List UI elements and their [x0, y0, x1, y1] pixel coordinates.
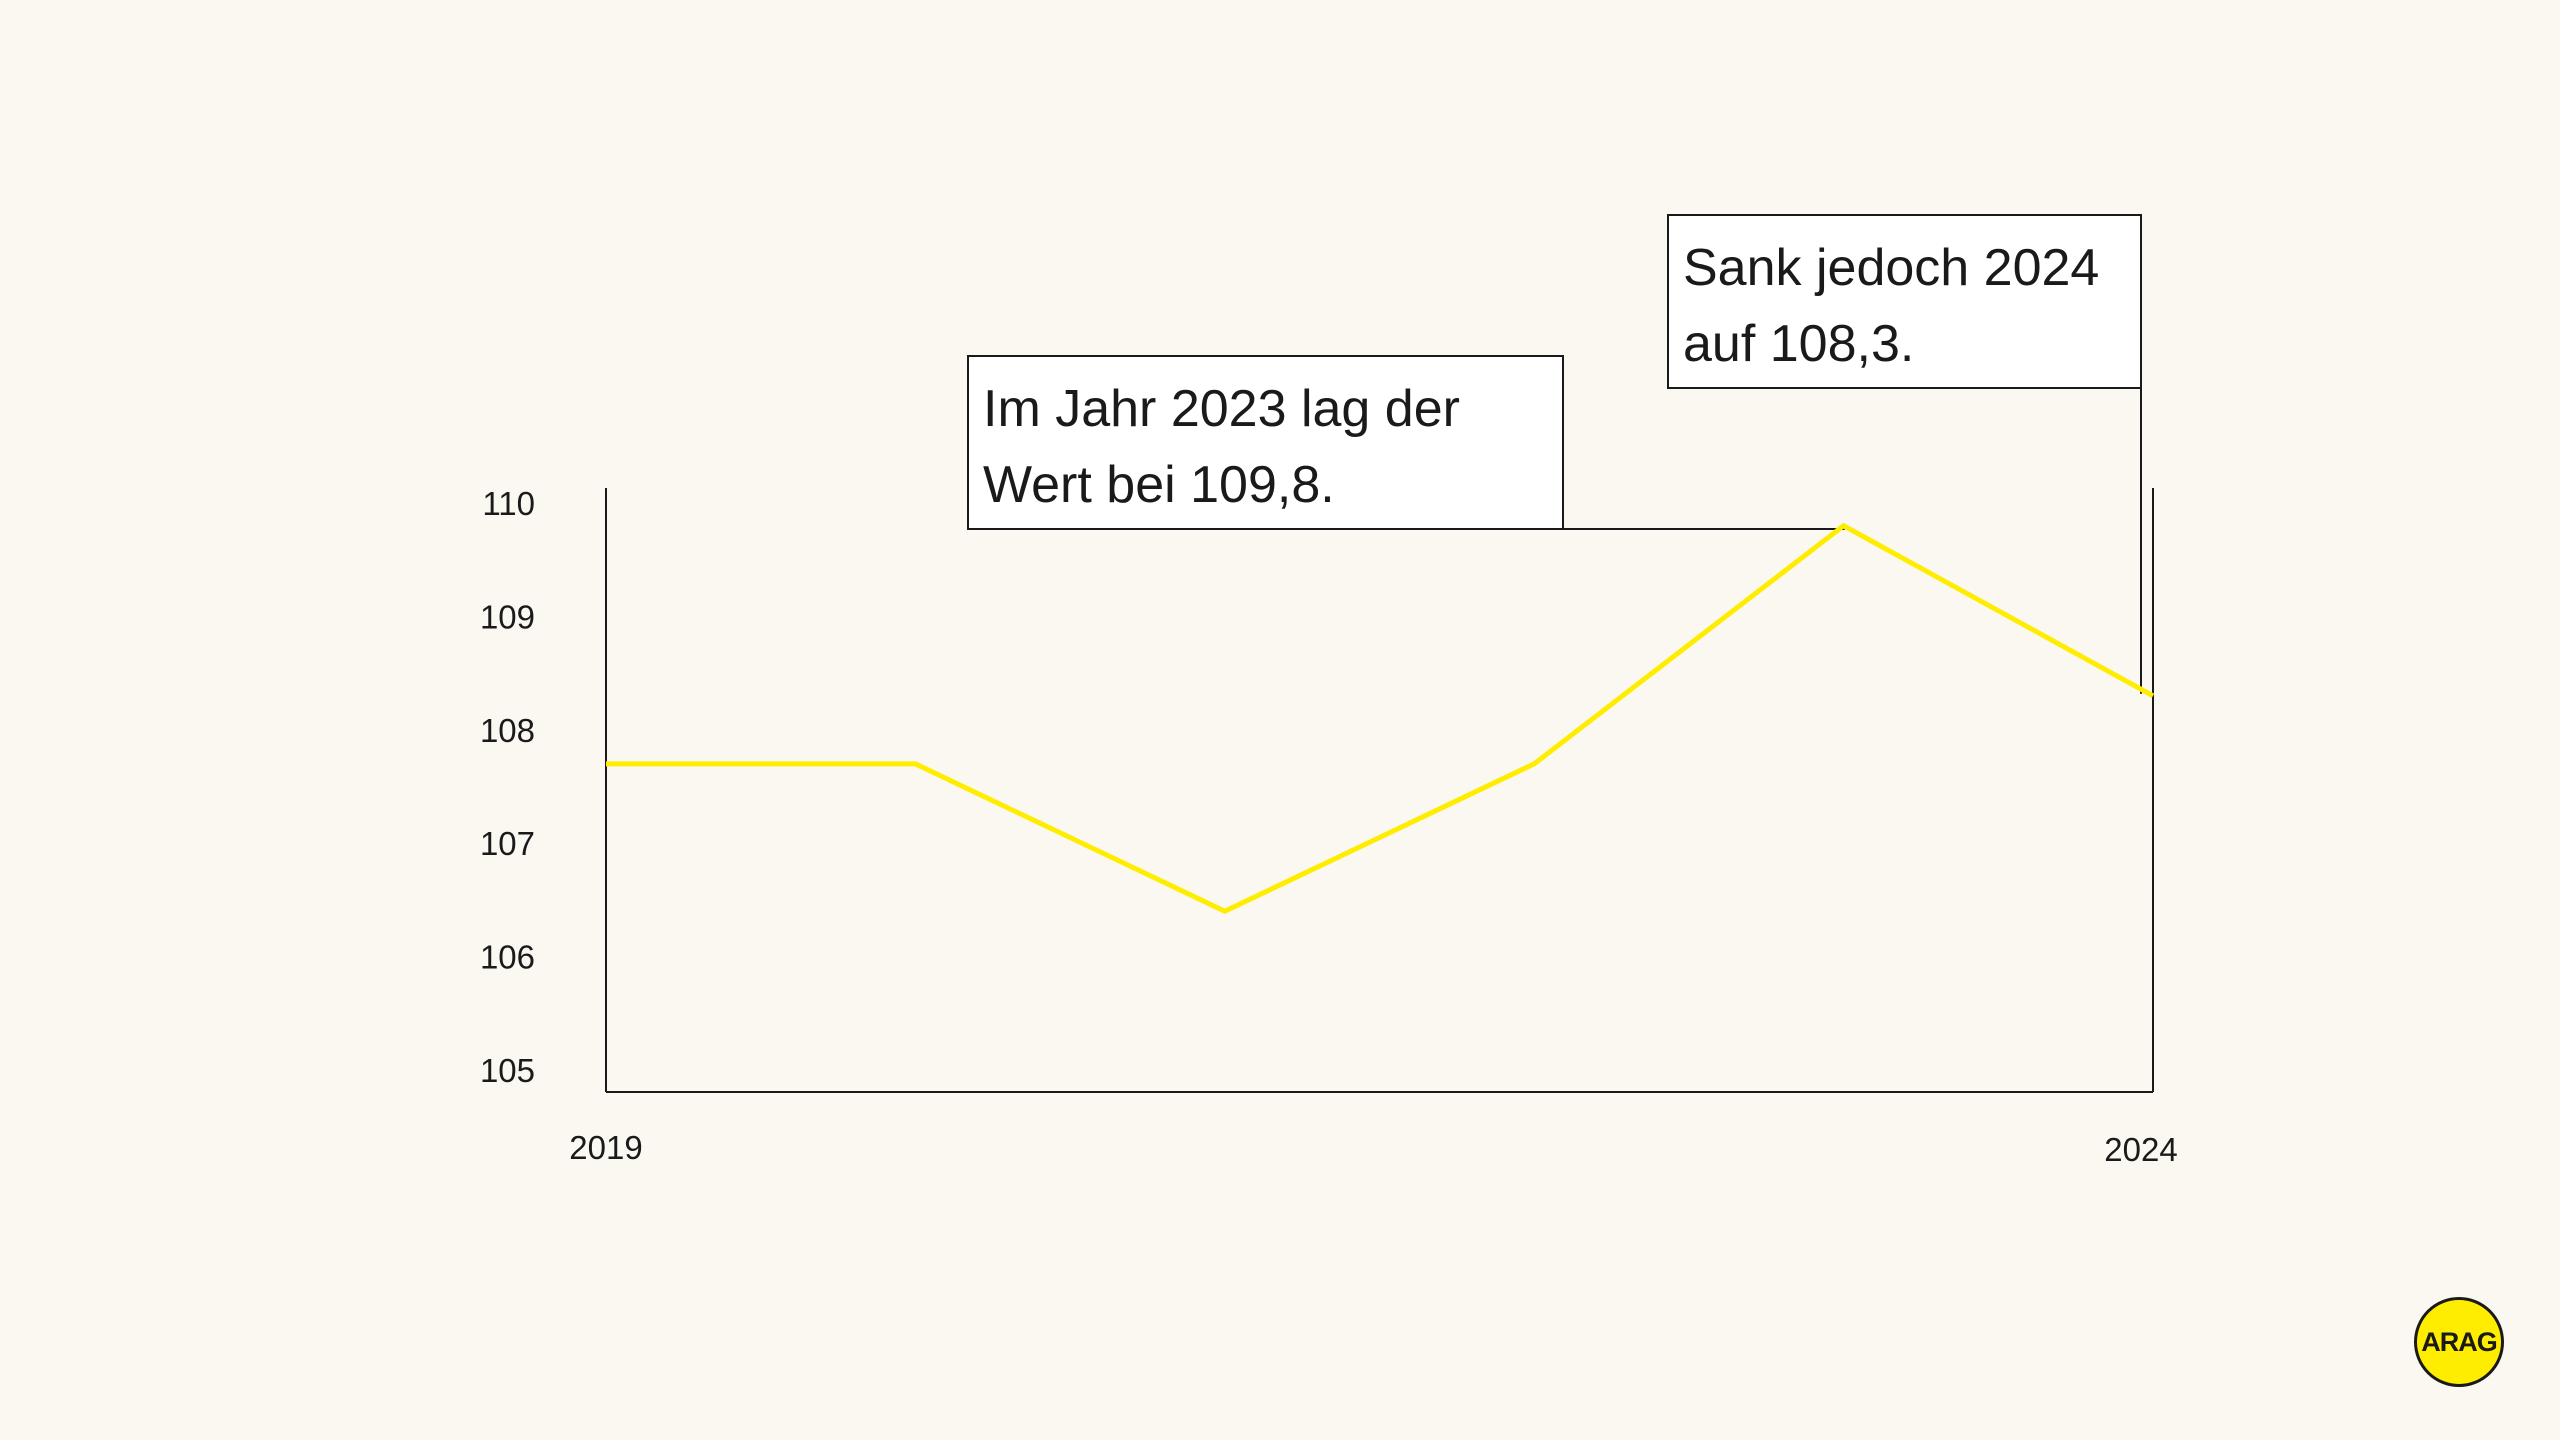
- annotation-2023: Im Jahr 2023 lag der Wert bei 109,8.: [967, 355, 1564, 530]
- x-tick-label-2019: 2019: [569, 1129, 642, 1166]
- y-tick-label-107: 107: [480, 825, 535, 862]
- y-tick-label-106: 106: [480, 939, 535, 976]
- annotation-2023-leader: [1564, 525, 1845, 530]
- y-tick-label-105: 105: [480, 1052, 535, 1089]
- series-line-0: [606, 522, 2155, 915]
- annotation-2024: Sank jedoch 2024 auf 108,3.: [1667, 214, 2142, 389]
- y-tick-label-109: 109: [480, 598, 535, 635]
- y-tick-label-108: 108: [480, 712, 535, 749]
- y-tick-label-110: 110: [482, 485, 535, 522]
- arag-logo: ARAG: [2414, 1297, 2504, 1387]
- logo-text: ARAG: [2421, 1326, 2497, 1357]
- x-tick-label-2024: 2024: [2104, 1131, 2177, 1168]
